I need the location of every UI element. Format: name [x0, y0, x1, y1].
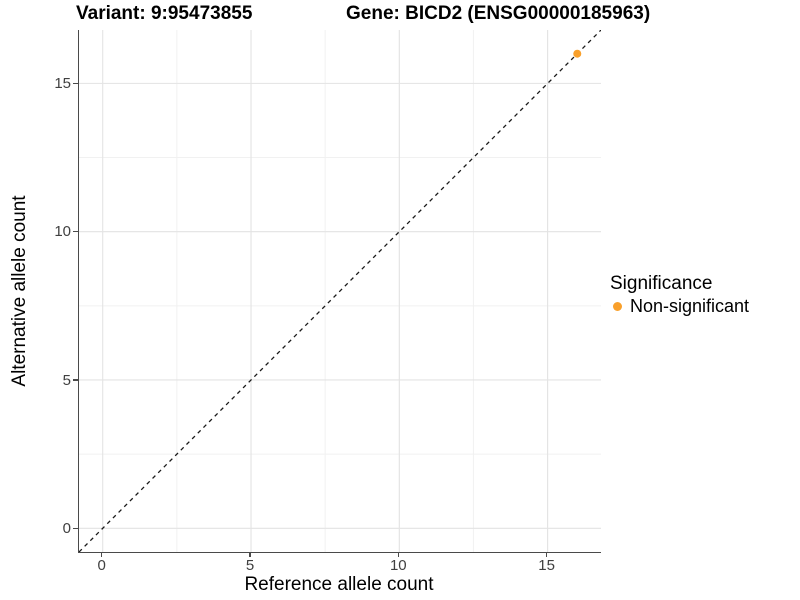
- x-axis-title: Reference allele count: [244, 574, 434, 595]
- x-tick-mark: [545, 552, 548, 557]
- x-tick-mark: [397, 552, 400, 557]
- legend: Significance Non-significant: [610, 273, 749, 316]
- x-tick-mark: [249, 552, 251, 557]
- y-tick-mark: [73, 230, 78, 233]
- y-tick-label-0: 0: [62, 519, 71, 537]
- y-tick-mark: [73, 82, 78, 85]
- plot-title-variant: Variant: 9:95473855: [76, 3, 253, 24]
- legend-swatch-circle-icon: [613, 302, 622, 311]
- plot-svg: [79, 30, 601, 552]
- x-tick-label-15: 15: [538, 557, 555, 574]
- x-tick-mark: [100, 552, 103, 557]
- legend-item: Non-significant: [610, 297, 749, 316]
- plot-title-gene: Gene: BICD2 (ENSG00000185963): [346, 3, 651, 24]
- identity-dashed-line: [79, 30, 601, 552]
- legend-item-label: Non-significant: [630, 296, 750, 316]
- x-tick-label-10: 10: [389, 557, 407, 574]
- x-tick-label-5: 5: [245, 557, 255, 574]
- legend-title: Significance: [610, 273, 713, 294]
- y-axis-title: Alternative allele count: [9, 195, 30, 387]
- data-point: [573, 49, 582, 58]
- y-tick-label-10: 10: [54, 223, 71, 241]
- y-tick-label-15: 15: [54, 74, 71, 92]
- y-tick-mark: [73, 527, 78, 530]
- y-tick-label-5: 5: [62, 371, 71, 389]
- y-tick-mark: [73, 379, 78, 381]
- plot-panel: [78, 30, 601, 553]
- x-tick-label-0: 0: [97, 557, 106, 574]
